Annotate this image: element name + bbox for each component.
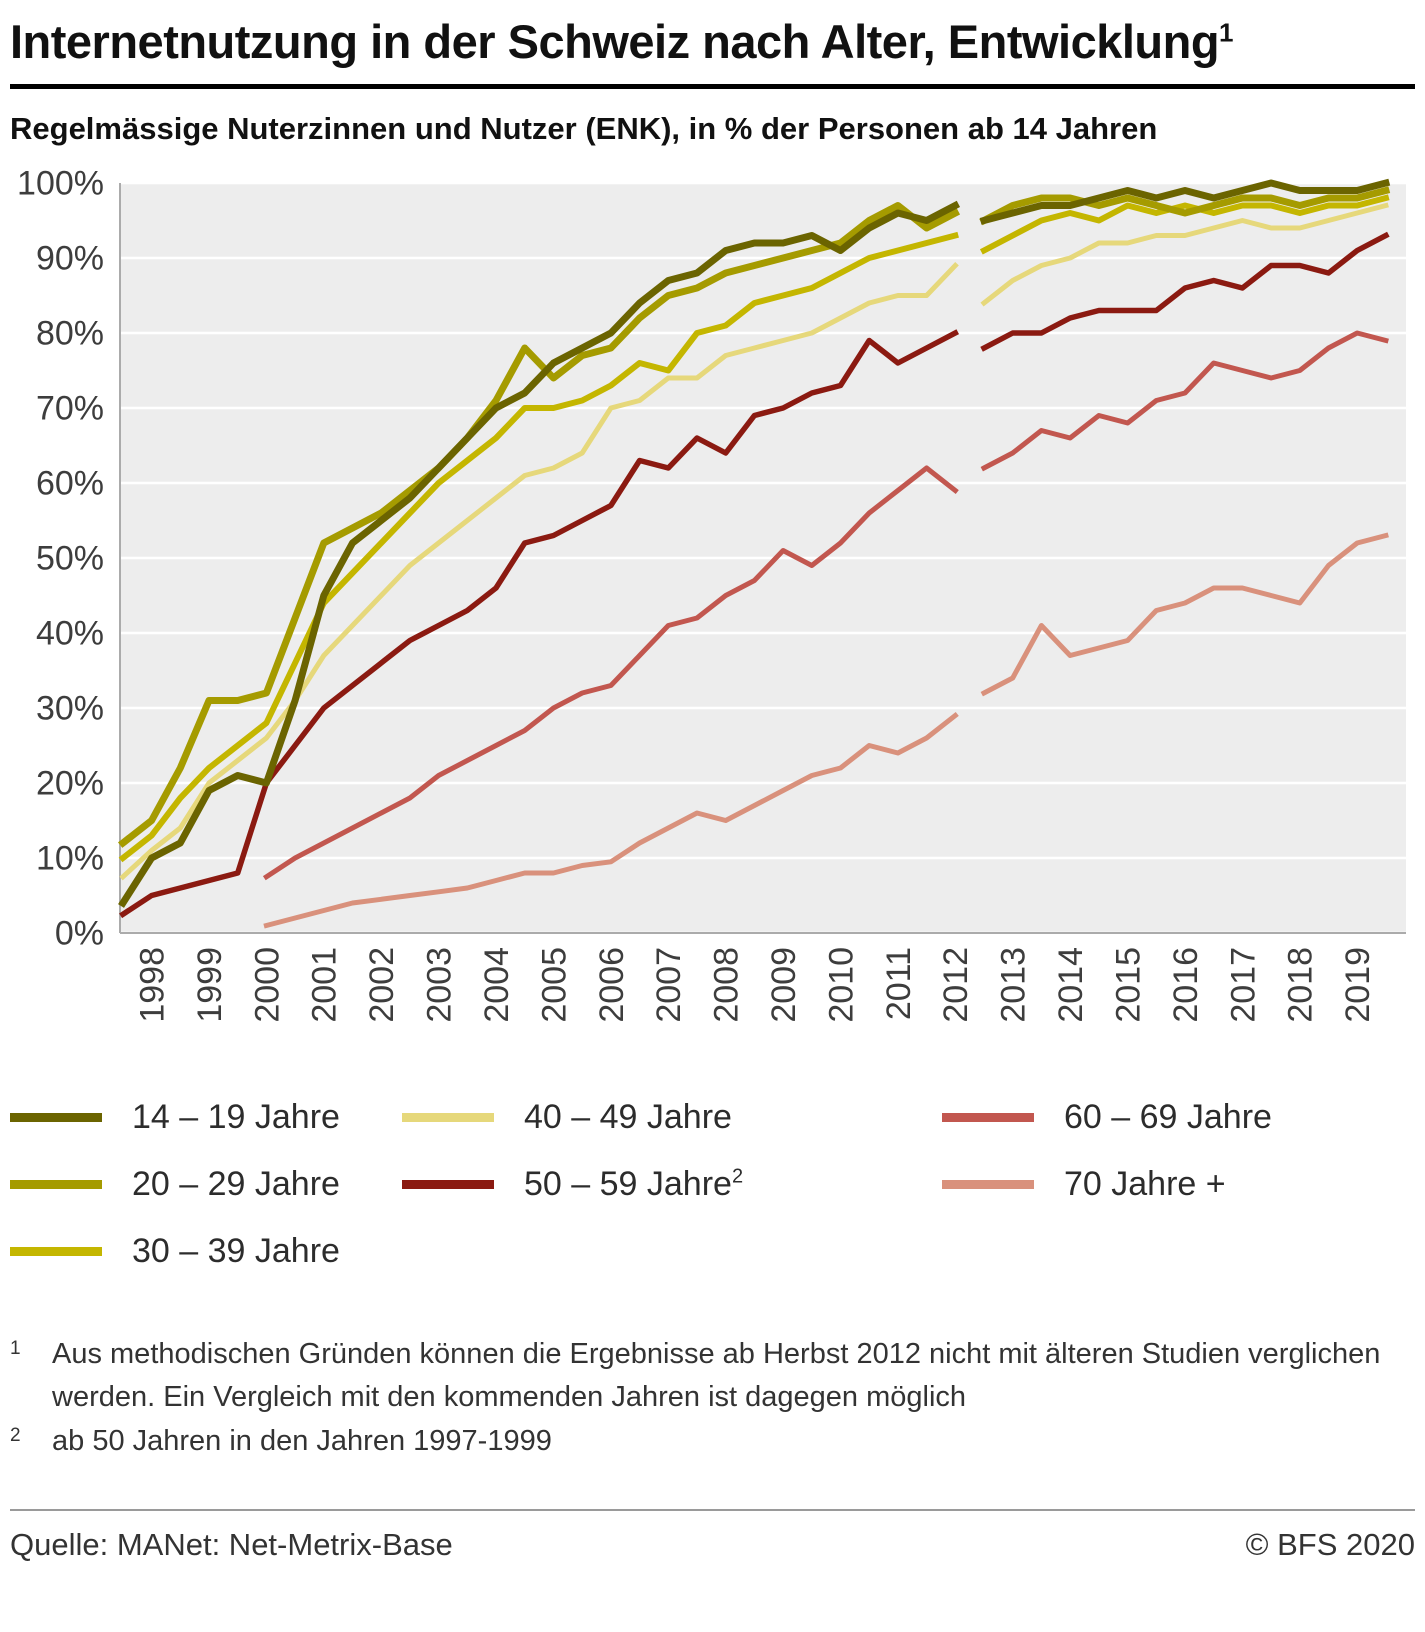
legend-swatch xyxy=(10,1246,102,1256)
footnote-2-marker: 2 xyxy=(10,1424,21,1446)
footnote-2-text: ab 50 Jahren in den Jahren 1997-1999 xyxy=(52,1424,552,1457)
legend-label: 60 – 69 Jahre xyxy=(1064,1097,1272,1136)
legend-label: 70 Jahre + xyxy=(1064,1164,1226,1203)
svg-text:2013: 2013 xyxy=(995,947,1033,1023)
svg-text:2012: 2012 xyxy=(937,947,975,1023)
legend-swatch xyxy=(10,1112,102,1122)
footnote-1-marker: 1 xyxy=(10,1337,21,1359)
svg-text:2016: 2016 xyxy=(1167,947,1205,1023)
svg-text:2009: 2009 xyxy=(765,947,803,1023)
source-text: Quelle: MANet: Net-Metrix-Base xyxy=(10,1527,453,1563)
svg-text:0%: 0% xyxy=(55,914,104,952)
svg-text:2007: 2007 xyxy=(650,947,688,1023)
svg-text:2010: 2010 xyxy=(822,947,860,1023)
page-title: Internetnutzung in der Schweiz nach Alte… xyxy=(10,16,1415,68)
legend-label: 50 – 59 Jahre2 xyxy=(524,1164,744,1203)
svg-text:2008: 2008 xyxy=(708,947,746,1023)
svg-text:2003: 2003 xyxy=(421,947,459,1023)
chart-legend: 14 – 19 Jahre 20 – 29 Jahre 30 – 39 Jahre 4… xyxy=(10,1098,1415,1299)
svg-text:100%: 100% xyxy=(17,167,104,203)
footnote-2: 2 ab 50 Jahren in den Jahren 1997-1999 xyxy=(10,1420,1415,1464)
legend-label: 14 – 19 Jahre xyxy=(132,1097,340,1136)
svg-text:70%: 70% xyxy=(36,389,104,427)
legend-item: 20 – 29 Jahre xyxy=(10,1165,402,1204)
svg-text:2017: 2017 xyxy=(1224,947,1262,1023)
legend-item: 70 Jahre + xyxy=(942,1165,1415,1204)
svg-text:2018: 2018 xyxy=(1282,947,1320,1023)
line-chart-canvas: 0% 10% 20% 30% 40% 50% 60% 70% 80% 90% 100% 1998 199… xyxy=(17,167,1406,1023)
legend-swatch xyxy=(402,1112,494,1122)
svg-text:50%: 50% xyxy=(36,539,104,577)
svg-text:2014: 2014 xyxy=(1052,947,1090,1023)
svg-text:1998: 1998 xyxy=(133,947,171,1023)
svg-text:2002: 2002 xyxy=(363,947,401,1023)
legend-label: 20 – 29 Jahre xyxy=(132,1164,340,1203)
legend-footnote-marker: 2 xyxy=(731,1165,744,1188)
svg-text:2005: 2005 xyxy=(535,947,573,1023)
legend-item: 30 – 39 Jahre xyxy=(10,1232,402,1271)
svg-text:2011: 2011 xyxy=(880,947,918,1020)
svg-text:2019: 2019 xyxy=(1339,947,1377,1023)
legend-column: 14 – 19 Jahre 20 – 29 Jahre 30 – 39 Jahre xyxy=(10,1098,402,1299)
svg-text:2000: 2000 xyxy=(248,947,286,1023)
svg-text:2001: 2001 xyxy=(306,947,344,1023)
svg-text:10%: 10% xyxy=(36,839,104,877)
legend-item: 60 – 69 Jahre xyxy=(942,1098,1415,1137)
legend-item: 40 – 49 Jahre xyxy=(402,1098,942,1137)
legend-label: 30 – 39 Jahre xyxy=(132,1231,340,1270)
svg-text:40%: 40% xyxy=(36,614,104,652)
title-divider xyxy=(10,83,1415,89)
legend-item: 14 – 19 Jahre xyxy=(10,1098,402,1137)
svg-text:2004: 2004 xyxy=(478,947,516,1023)
legend-swatch xyxy=(402,1179,494,1189)
svg-text:60%: 60% xyxy=(36,464,104,502)
legend-item: 50 – 59 Jahre2 xyxy=(402,1165,942,1204)
svg-text:1999: 1999 xyxy=(191,947,229,1023)
title-footnote-marker: 1 xyxy=(1219,17,1234,48)
svg-text:2015: 2015 xyxy=(1109,947,1147,1023)
legend-column: 60 – 69 Jahre 70 Jahre + xyxy=(942,1098,1415,1232)
page-title-text: Internetnutzung in der Schweiz nach Alte… xyxy=(10,15,1220,68)
line-chart: 0% 10% 20% 30% 40% 50% 60% 70% 80% 90% 100% 1998 199… xyxy=(10,167,1415,1072)
legend-swatch xyxy=(942,1112,1034,1122)
chart-subtitle: Regelmässige Nuterzinnen und Nutzer (ENK… xyxy=(10,110,1158,146)
footnote-1: 1 Aus methodischen Gründen können die Er… xyxy=(10,1333,1415,1420)
footnote-1-text: Aus methodischen Gründen können die Erge… xyxy=(52,1337,1381,1414)
footnotes: 1 Aus methodischen Gründen können die Er… xyxy=(10,1333,1415,1464)
svg-text:20%: 20% xyxy=(36,764,104,802)
legend-swatch xyxy=(942,1179,1034,1189)
legend-label: 40 – 49 Jahre xyxy=(524,1097,732,1136)
page-footer: Quelle: MANet: Net-Metrix-Base © BFS 202… xyxy=(10,1509,1415,1563)
legend-column: 40 – 49 Jahre 50 – 59 Jahre2 xyxy=(402,1098,942,1232)
page-root: Internetnutzung in der Schweiz nach Alte… xyxy=(10,16,1415,1563)
svg-text:2006: 2006 xyxy=(593,947,631,1023)
legend-swatch xyxy=(10,1179,102,1189)
svg-text:80%: 80% xyxy=(36,314,104,352)
svg-text:30%: 30% xyxy=(36,689,104,727)
svg-text:90%: 90% xyxy=(36,239,104,277)
copyright-text: © BFS 2020 xyxy=(1245,1527,1415,1563)
